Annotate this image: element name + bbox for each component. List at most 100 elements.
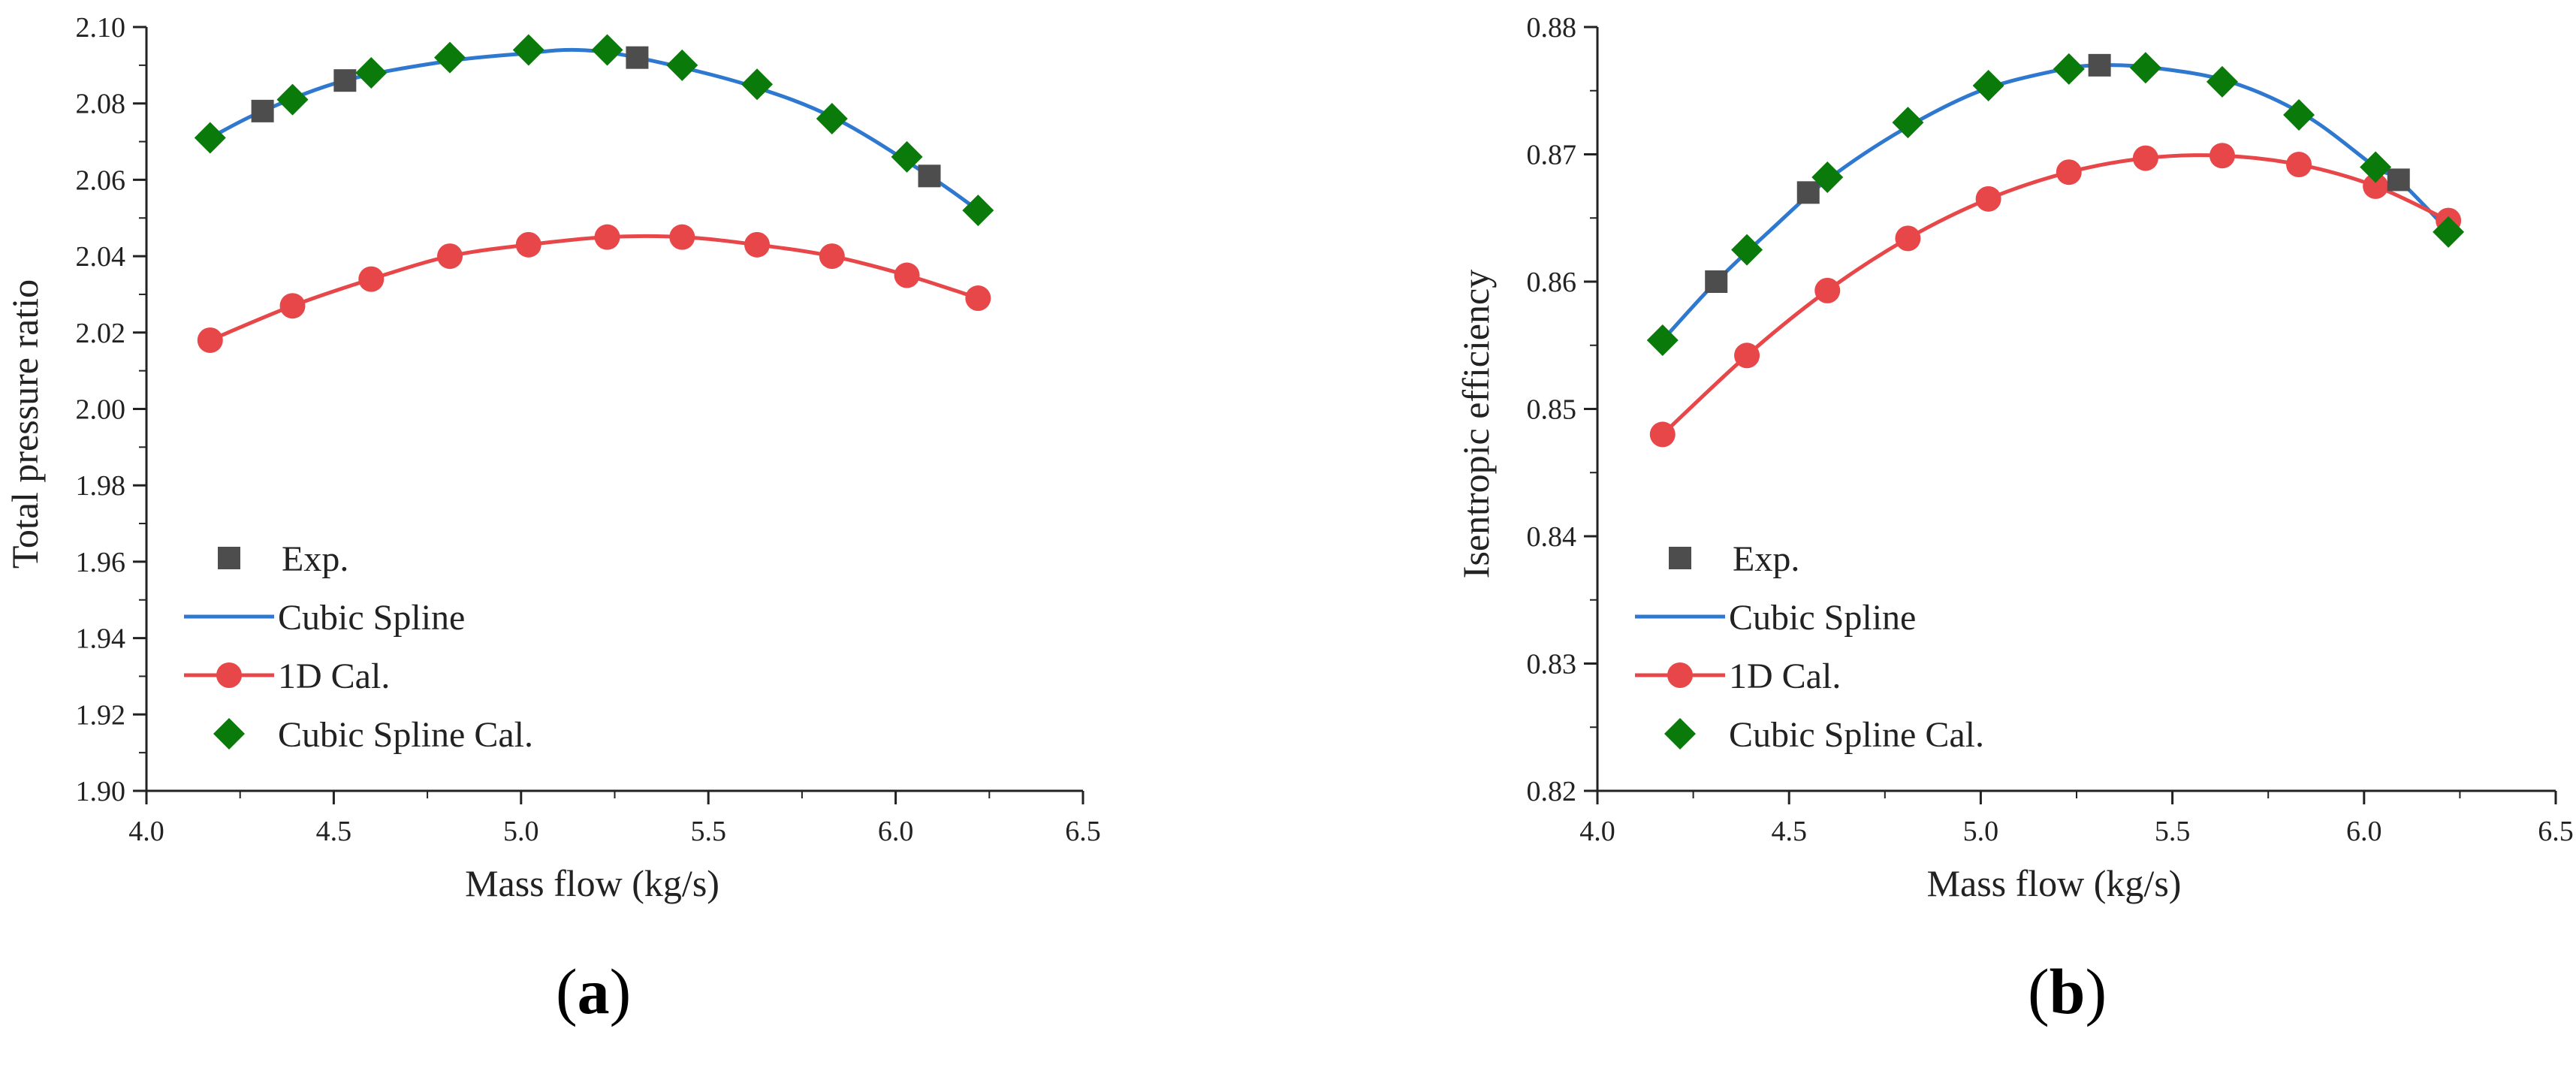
caption-a-label: a — [577, 955, 610, 1027]
caption-b-open: ( — [2028, 955, 2050, 1027]
y-tick-label: 0.85 — [1527, 394, 1577, 426]
x-tick-label: 5.0 — [1963, 816, 1999, 847]
exp-point — [251, 99, 274, 122]
x-tick-label: 5.0 — [503, 816, 539, 847]
cal-1d-point — [358, 266, 385, 292]
cal-1d-point — [197, 327, 223, 353]
exp-point — [2387, 168, 2410, 192]
cubic-spline-cal-point — [2129, 52, 2161, 84]
cubic-spline-cal-point — [1731, 234, 1763, 266]
cal-1d-point — [1895, 225, 1921, 252]
cubic-spline-cal-point — [434, 41, 466, 74]
legend-swatch-cubic-spline-cal — [213, 718, 245, 750]
legend-label: 1D Cal. — [278, 656, 390, 696]
caption-b-label: b — [2049, 955, 2086, 1027]
y-axis-label: Total pressure ratio — [4, 279, 46, 569]
cal-1d-point — [819, 243, 845, 270]
legend-label: Cubic Spline Cal. — [1729, 715, 1984, 755]
exp-point — [1796, 181, 1820, 204]
y-tick-label: 0.88 — [1527, 12, 1577, 44]
cubic-spline-cal-point — [962, 195, 994, 227]
y-tick-label: 1.92 — [76, 699, 126, 731]
cubic-spline-cal-point — [591, 34, 623, 66]
cubic-spline-cal-point — [276, 83, 309, 116]
legend-label: Cubic Spline — [1729, 598, 1916, 638]
cubic-spline-cal-point — [1892, 107, 1924, 139]
y-axis-label: Isentropic efficiency — [1455, 270, 1497, 578]
cubic-spline-line — [209, 47, 979, 213]
cubic-spline-cal-point — [1972, 69, 2004, 101]
cubic-spline-cal-point — [1811, 161, 1844, 194]
y-tick-label: 2.04 — [76, 241, 126, 273]
caption-a-close: ) — [609, 955, 632, 1027]
legend-label: Cubic Spline — [278, 598, 465, 638]
x-tick-label: 6.5 — [1065, 816, 1101, 847]
cal-1d-point — [594, 224, 620, 250]
cal-1d-point — [744, 231, 771, 258]
cubic-spline-cal-point — [891, 140, 923, 173]
cubic-spline-cal-point — [2283, 98, 2315, 131]
y-tick-label: 2.06 — [76, 164, 126, 196]
x-tick-label: 6.5 — [2538, 816, 2574, 847]
legend-label: Exp. — [282, 539, 348, 579]
cubic-spline-cal-point — [666, 49, 698, 81]
cal-1d-point — [1649, 421, 1676, 448]
y-tick-label: 2.02 — [76, 318, 126, 349]
cal-1d-point — [669, 224, 695, 250]
chart-b-isentropic-efficiency: 4.0 4.5 5.0 5.5 6.0 6.5 0.82 0.83 0.84 0.85 0.86 0.… — [1455, 12, 2574, 904]
exp-point — [918, 164, 941, 188]
cubic-spline-cal-point — [741, 68, 774, 101]
cubic-spline-cal-point — [2206, 65, 2238, 98]
legend-label: Exp. — [1733, 539, 1799, 579]
caption-a-open: ( — [556, 955, 578, 1027]
cal-1d-point — [2209, 143, 2235, 169]
legend-label: 1D Cal. — [1729, 656, 1841, 696]
y-tick-label: 0.83 — [1527, 649, 1577, 680]
y-tick-label: 1.94 — [76, 623, 126, 655]
y-tick-label: 1.90 — [76, 776, 126, 807]
cubic-spline-cal-point — [2433, 216, 2465, 248]
cubic-spline-cal-point — [1646, 324, 1679, 356]
cal-1d-point — [437, 243, 463, 270]
x-tick-label: 4.5 — [316, 816, 352, 847]
cal-1d-point — [279, 293, 306, 319]
exp-point — [626, 46, 649, 69]
chart-a-total-pressure-ratio: 4.0 4.5 5.0 5.5 6.0 6.5 1.90 1.92 1.94 1.96 1.98 2.… — [4, 12, 1101, 904]
x-tick-label: 4.0 — [128, 816, 164, 847]
caption-b: (b) — [2028, 954, 2107, 1029]
cubic-spline-cal-point — [194, 122, 226, 154]
cal-1d-line — [1661, 153, 2450, 436]
exp-point — [2088, 53, 2111, 77]
x-tick-label: 6.0 — [2346, 816, 2382, 847]
exp-point — [1705, 270, 1728, 293]
y-tick-label: 2.10 — [76, 12, 126, 44]
cal-1d-point — [894, 262, 920, 288]
legend-swatch-1d-cal — [216, 662, 242, 688]
x-tick-label: 5.5 — [690, 816, 726, 847]
y-tick-label: 0.87 — [1527, 140, 1577, 171]
cal-1d-point — [1814, 277, 1841, 303]
cubic-spline-cal-point — [2360, 151, 2392, 183]
caption-a: (a) — [556, 954, 631, 1029]
y-tick-label: 1.98 — [76, 470, 126, 502]
cubic-spline-cal-point — [355, 57, 388, 89]
legend-swatch-exp — [218, 547, 240, 569]
cubic-spline-cal-point — [512, 34, 544, 66]
x-tick-label: 5.5 — [2155, 816, 2191, 847]
cal-1d-point — [2286, 152, 2312, 178]
cal-1d-point — [2363, 173, 2389, 199]
x-tick-label: 4.0 — [1579, 816, 1615, 847]
x-axis-label: Mass flow (kg/s) — [1927, 862, 2182, 904]
y-tick-label: 0.82 — [1527, 776, 1577, 807]
cal-1d-point — [965, 285, 991, 312]
y-tick-label: 2.00 — [76, 394, 126, 426]
y-tick-label: 0.84 — [1527, 521, 1577, 553]
cubic-spline-cal-point — [2053, 53, 2085, 85]
cal-1d-point — [1975, 186, 2001, 212]
cal-1d-point — [515, 231, 541, 258]
exp-point — [333, 69, 357, 92]
legend-swatch-cubic-spline-cal — [1664, 718, 1696, 750]
cubic-spline-cal-point — [816, 103, 848, 135]
x-tick-label: 4.5 — [1771, 816, 1807, 847]
